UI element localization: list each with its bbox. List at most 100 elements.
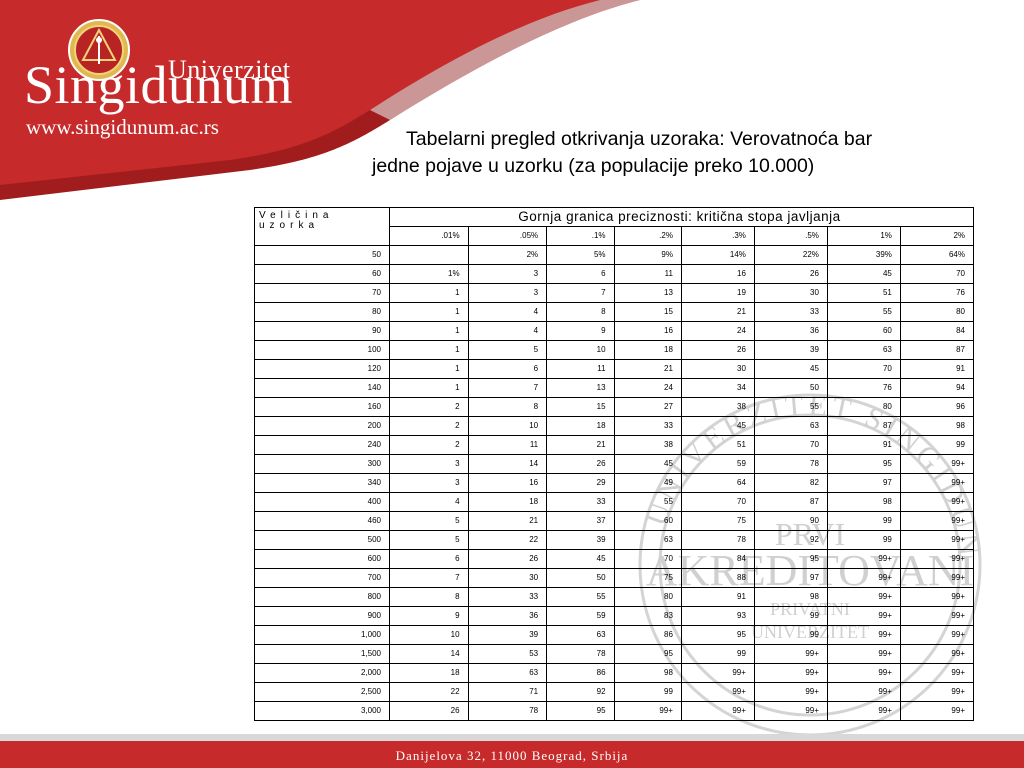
table-cell: 98 (899, 416, 975, 436)
table-cell: 78 (680, 530, 755, 550)
table-cell: 49 (613, 473, 682, 493)
brand-url: www.singidunum.ac.rs (26, 115, 219, 139)
sample-size-cell: 300 (254, 454, 390, 474)
table-cell: 39 (546, 530, 615, 550)
table-cell: 3 (389, 454, 469, 474)
table-cell: 4 (467, 321, 548, 341)
sample-size-cell: 800 (254, 587, 390, 607)
header-swoosh (0, 0, 640, 200)
table-cell: 50 (546, 568, 615, 588)
table-cell: 63 (467, 663, 548, 683)
sample-size-cell: 3,000 (254, 701, 390, 721)
table-row: 60 1% 3 6 11 16 26 45 70 (254, 264, 975, 284)
sample-size-cell: 70 (254, 283, 390, 303)
table-cell: 2 (389, 435, 469, 455)
table-cell: 13 (546, 378, 615, 398)
table-cell: 4 (389, 492, 469, 512)
table-cell: 99+ (753, 682, 828, 702)
table-cell: 99+ (826, 606, 901, 626)
table-cell: 5 (389, 530, 469, 550)
table-cell: 99+ (899, 454, 975, 474)
table-cell: 1 (389, 359, 469, 379)
table-cell: 95 (826, 454, 901, 474)
table-cell: 6 (467, 359, 548, 379)
sample-size-cell: 200 (254, 416, 390, 436)
table-row: 140 1 7 13 24 34 50 76 94 (254, 378, 975, 398)
table-cell: 99+ (753, 663, 828, 683)
table-cell: 8 (467, 397, 548, 417)
table-cell: 99+ (899, 587, 975, 607)
table-cell: 99+ (899, 492, 975, 512)
table-cell: 55 (826, 302, 901, 322)
table-cell: 45 (613, 454, 682, 474)
table-cell: 16 (680, 264, 755, 284)
table-cell: 84 (680, 549, 755, 569)
table-cell: 99+ (899, 644, 975, 664)
table-cell: 45 (546, 549, 615, 569)
table-cell: 99 (753, 625, 828, 645)
table-cell: 70 (613, 549, 682, 569)
table-cell: 55 (546, 587, 615, 607)
table-cell: 82 (753, 473, 828, 493)
table-cell: 93 (680, 606, 755, 626)
table-cell: 45 (680, 416, 755, 436)
table-cell: 22 (467, 530, 548, 550)
table-cell: 80 (899, 302, 975, 322)
table-cell: 99+ (899, 549, 975, 569)
table-cell: 63 (826, 340, 901, 360)
table-cell: 99+ (899, 606, 975, 626)
table-cell: 99+ (826, 682, 901, 702)
column-header: .2% (613, 226, 682, 246)
table-row: 50 2% 5% 9% 14% 22% 39% 64% (254, 245, 975, 265)
table-cell: 11 (546, 359, 615, 379)
table-cell: 76 (826, 378, 901, 398)
table-row: 2,500 22 71 92 99 99+ 99+ 99+ 99+ (254, 682, 975, 702)
table-cell: 33 (546, 492, 615, 512)
sample-size-cell: 240 (254, 435, 390, 455)
table-cell: 99+ (826, 701, 901, 721)
table-cell: 71 (467, 682, 548, 702)
table-cell: 22% (753, 245, 828, 265)
table-cell: 36 (467, 606, 548, 626)
group-header: Gornja granica preciznosti: kritična sto… (389, 207, 974, 227)
sample-size-cell: 50 (254, 245, 390, 265)
sample-size-cell: 600 (254, 549, 390, 569)
table-cell: 99 (613, 682, 682, 702)
table-cell: 99 (753, 606, 828, 626)
table-cell: 55 (753, 397, 828, 417)
table-cell: 99+ (899, 701, 975, 721)
table-cell: 87 (826, 416, 901, 436)
table-cell: 10 (467, 416, 548, 436)
sample-size-cell: 1,000 (254, 625, 390, 645)
table-cell: 30 (753, 283, 828, 303)
table-cell: 94 (899, 378, 975, 398)
table-row: 300 3 14 26 45 59 78 95 99+ (254, 454, 975, 474)
table-cell: 92 (546, 682, 615, 702)
table-cell: 27 (613, 397, 682, 417)
table-row: 240 2 11 21 38 51 70 91 99 (254, 435, 975, 455)
table-cell: 99+ (899, 530, 975, 550)
table-cell: 95 (546, 701, 615, 721)
table-cell: 99+ (899, 625, 975, 645)
table-header-row: Veličina uzorka Gornja granica preciznost… (254, 207, 974, 246)
table-cell: 4 (467, 302, 548, 322)
column-header: .01% (389, 226, 469, 246)
table-cell: 3 (467, 283, 548, 303)
table-cell: 99+ (753, 644, 828, 664)
table-cell: 9 (546, 321, 615, 341)
table-cell: 80 (613, 587, 682, 607)
table-cell: 1 (389, 340, 469, 360)
table-cell: 53 (467, 644, 548, 664)
table-cell: 51 (680, 435, 755, 455)
table-cell: 99+ (753, 701, 828, 721)
table-cell: 88 (680, 568, 755, 588)
table-cell: 3 (389, 473, 469, 493)
table-cell: 16 (467, 473, 548, 493)
table-cell: 10 (389, 625, 469, 645)
table-cell: 33 (753, 302, 828, 322)
table-cell: 97 (753, 568, 828, 588)
table-cell: 19 (680, 283, 755, 303)
sample-size-cell: 100 (254, 340, 390, 360)
table-cell: 34 (680, 378, 755, 398)
table-cell: 21 (467, 511, 548, 531)
